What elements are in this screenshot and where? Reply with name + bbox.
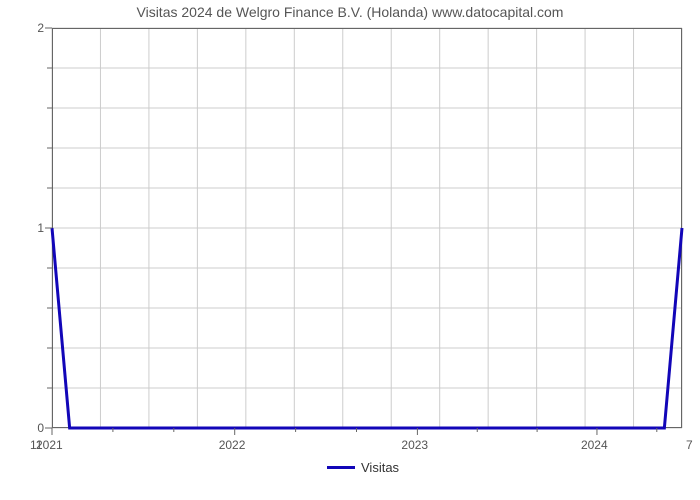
y-tick-label: 1 — [37, 221, 44, 235]
corner-label-bottom-right: 7 — [686, 438, 693, 452]
line-chart: Visitas 2024 de Welgro Finance B.V. (Hol… — [0, 0, 700, 500]
x-tick-label: 2022 — [219, 438, 246, 452]
x-tick-label: 2023 — [401, 438, 428, 452]
x-tick-label: 2024 — [581, 438, 608, 452]
x-tick-label: 2021 — [36, 438, 63, 452]
y-tick-label: 0 — [37, 421, 44, 435]
chart-title: Visitas 2024 de Welgro Finance B.V. (Hol… — [0, 4, 700, 20]
y-tick-label: 2 — [37, 21, 44, 35]
chart-legend: Visitas — [327, 460, 399, 475]
legend-swatch — [327, 466, 355, 469]
chart-plot — [52, 28, 682, 428]
legend-label: Visitas — [361, 460, 399, 475]
